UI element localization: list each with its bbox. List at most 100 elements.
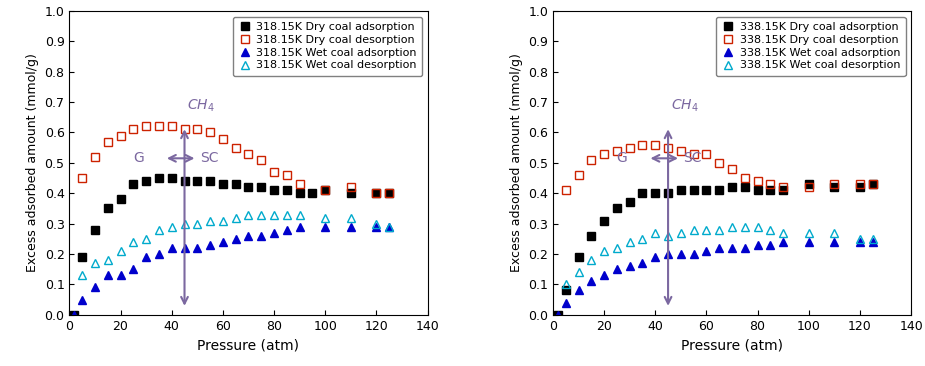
318.15K Dry coal desorption: [141, 124, 152, 128]
318.15K Wet coal adsorption: [230, 236, 241, 241]
318.15K Wet coal desorption: [371, 221, 382, 226]
318.15K Wet coal adsorption: [255, 234, 266, 238]
318.15K Dry coal desorption: [243, 152, 254, 156]
338.15K Wet coal adsorption: [624, 264, 635, 268]
318.15K Dry coal desorption: [115, 133, 126, 138]
338.15K Dry coal adsorption: [868, 182, 879, 186]
338.15K Wet coal adsorption: [561, 300, 572, 305]
318.15K Wet coal desorption: [191, 221, 203, 226]
Text: $CH_4$: $CH_4$: [187, 98, 215, 114]
338.15K Dry coal desorption: [637, 142, 648, 147]
318.15K Wet coal adsorption: [141, 255, 152, 259]
338.15K Wet coal desorption: [739, 224, 750, 229]
338.15K Dry coal adsorption: [778, 188, 789, 193]
318.15K Wet coal desorption: [154, 228, 165, 232]
318.15K Wet coal desorption: [115, 249, 126, 253]
318.15K Dry coal adsorption: [243, 185, 254, 189]
318.15K Dry coal adsorption: [102, 206, 113, 211]
338.15K Dry coal adsorption: [855, 185, 866, 189]
318.15K Wet coal adsorption: [69, 313, 80, 317]
Line: 338.15K Dry coal desorption: 338.15K Dry coal desorption: [561, 141, 877, 194]
318.15K Wet coal adsorption: [268, 231, 279, 235]
338.15K Wet coal desorption: [803, 231, 814, 235]
338.15K Dry coal adsorption: [598, 219, 610, 223]
338.15K Dry coal desorption: [739, 176, 750, 180]
318.15K Dry coal desorption: [255, 158, 266, 162]
318.15K Wet coal adsorption: [281, 228, 292, 232]
318.15K Wet coal adsorption: [243, 234, 254, 238]
338.15K Dry coal desorption: [611, 149, 623, 153]
338.15K Wet coal adsorption: [739, 246, 750, 250]
318.15K Dry coal adsorption: [294, 191, 305, 195]
318.15K Dry coal adsorption: [345, 191, 356, 195]
338.15K Wet coal desorption: [586, 258, 597, 262]
318.15K Dry coal adsorption: [179, 179, 190, 183]
338.15K Wet coal desorption: [752, 224, 763, 229]
338.15K Dry coal adsorption: [611, 206, 623, 211]
338.15K Dry coal desorption: [778, 185, 789, 189]
318.15K Dry coal adsorption: [268, 188, 279, 193]
318.15K Wet coal desorption: [128, 240, 139, 244]
318.15K Dry coal desorption: [294, 182, 305, 186]
338.15K Dry coal desorption: [573, 173, 584, 177]
318.15K Dry coal adsorption: [255, 185, 266, 189]
318.15K Wet coal desorption: [255, 212, 266, 217]
338.15K Wet coal adsorption: [611, 267, 623, 272]
338.15K Wet coal adsorption: [778, 240, 789, 244]
338.15K Wet coal adsorption: [573, 288, 584, 293]
318.15K Wet coal desorption: [141, 236, 152, 241]
318.15K Wet coal adsorption: [154, 252, 165, 256]
318.15K Wet coal adsorption: [102, 273, 113, 277]
338.15K Wet coal adsorption: [649, 255, 660, 259]
338.15K Dry coal adsorption: [586, 234, 597, 238]
338.15K Wet coal adsorption: [855, 240, 866, 244]
338.15K Dry coal adsorption: [675, 188, 686, 193]
338.15K Dry coal desorption: [868, 182, 879, 186]
318.15K Wet coal adsorption: [115, 273, 126, 277]
338.15K Wet coal desorption: [714, 228, 725, 232]
338.15K Dry coal adsorption: [726, 185, 737, 189]
Text: G: G: [133, 151, 143, 165]
338.15K Wet coal adsorption: [662, 252, 673, 256]
318.15K Wet coal desorption: [294, 212, 305, 217]
318.15K Dry coal adsorption: [77, 255, 88, 259]
318.15K Dry coal desorption: [230, 145, 241, 150]
338.15K Dry coal desorption: [662, 145, 673, 150]
338.15K Dry coal adsorption: [829, 185, 840, 189]
318.15K Dry coal desorption: [371, 191, 382, 195]
338.15K Wet coal adsorption: [829, 240, 840, 244]
338.15K Dry coal desorption: [598, 152, 610, 156]
338.15K Dry coal desorption: [624, 145, 635, 150]
318.15K Dry coal desorption: [384, 191, 395, 195]
318.15K Wet coal desorption: [179, 221, 190, 226]
318.15K Wet coal desorption: [243, 212, 254, 217]
318.15K Wet coal adsorption: [179, 246, 190, 250]
338.15K Dry coal adsorption: [662, 191, 673, 195]
318.15K Wet coal adsorption: [204, 243, 216, 247]
338.15K Wet coal desorption: [688, 228, 699, 232]
318.15K Wet coal adsorption: [128, 267, 139, 272]
338.15K Dry coal desorption: [586, 158, 597, 162]
338.15K Wet coal desorption: [662, 234, 673, 238]
318.15K Wet coal desorption: [77, 273, 88, 277]
Line: 318.15K Dry coal desorption: 318.15K Dry coal desorption: [78, 122, 393, 197]
338.15K Dry coal adsorption: [649, 191, 660, 195]
338.15K Dry coal adsorption: [688, 188, 699, 193]
338.15K Wet coal desorption: [611, 246, 623, 250]
338.15K Wet coal desorption: [868, 236, 879, 241]
338.15K Dry coal desorption: [829, 182, 840, 186]
338.15K Wet coal desorption: [778, 231, 789, 235]
338.15K Wet coal adsorption: [688, 252, 699, 256]
338.15K Wet coal desorption: [701, 228, 712, 232]
338.15K Dry coal desorption: [649, 142, 660, 147]
Y-axis label: Excess adsorbed amount (mmol/g): Excess adsorbed amount (mmol/g): [510, 53, 523, 272]
Text: SC: SC: [684, 151, 702, 165]
338.15K Wet coal desorption: [726, 224, 737, 229]
318.15K Dry coal desorption: [204, 130, 216, 135]
318.15K Dry coal adsorption: [128, 182, 139, 186]
318.15K Dry coal adsorption: [154, 176, 165, 180]
318.15K Wet coal desorption: [345, 215, 356, 220]
338.15K Wet coal adsorption: [714, 246, 725, 250]
338.15K Dry coal adsorption: [803, 182, 814, 186]
318.15K Dry coal adsorption: [166, 176, 178, 180]
